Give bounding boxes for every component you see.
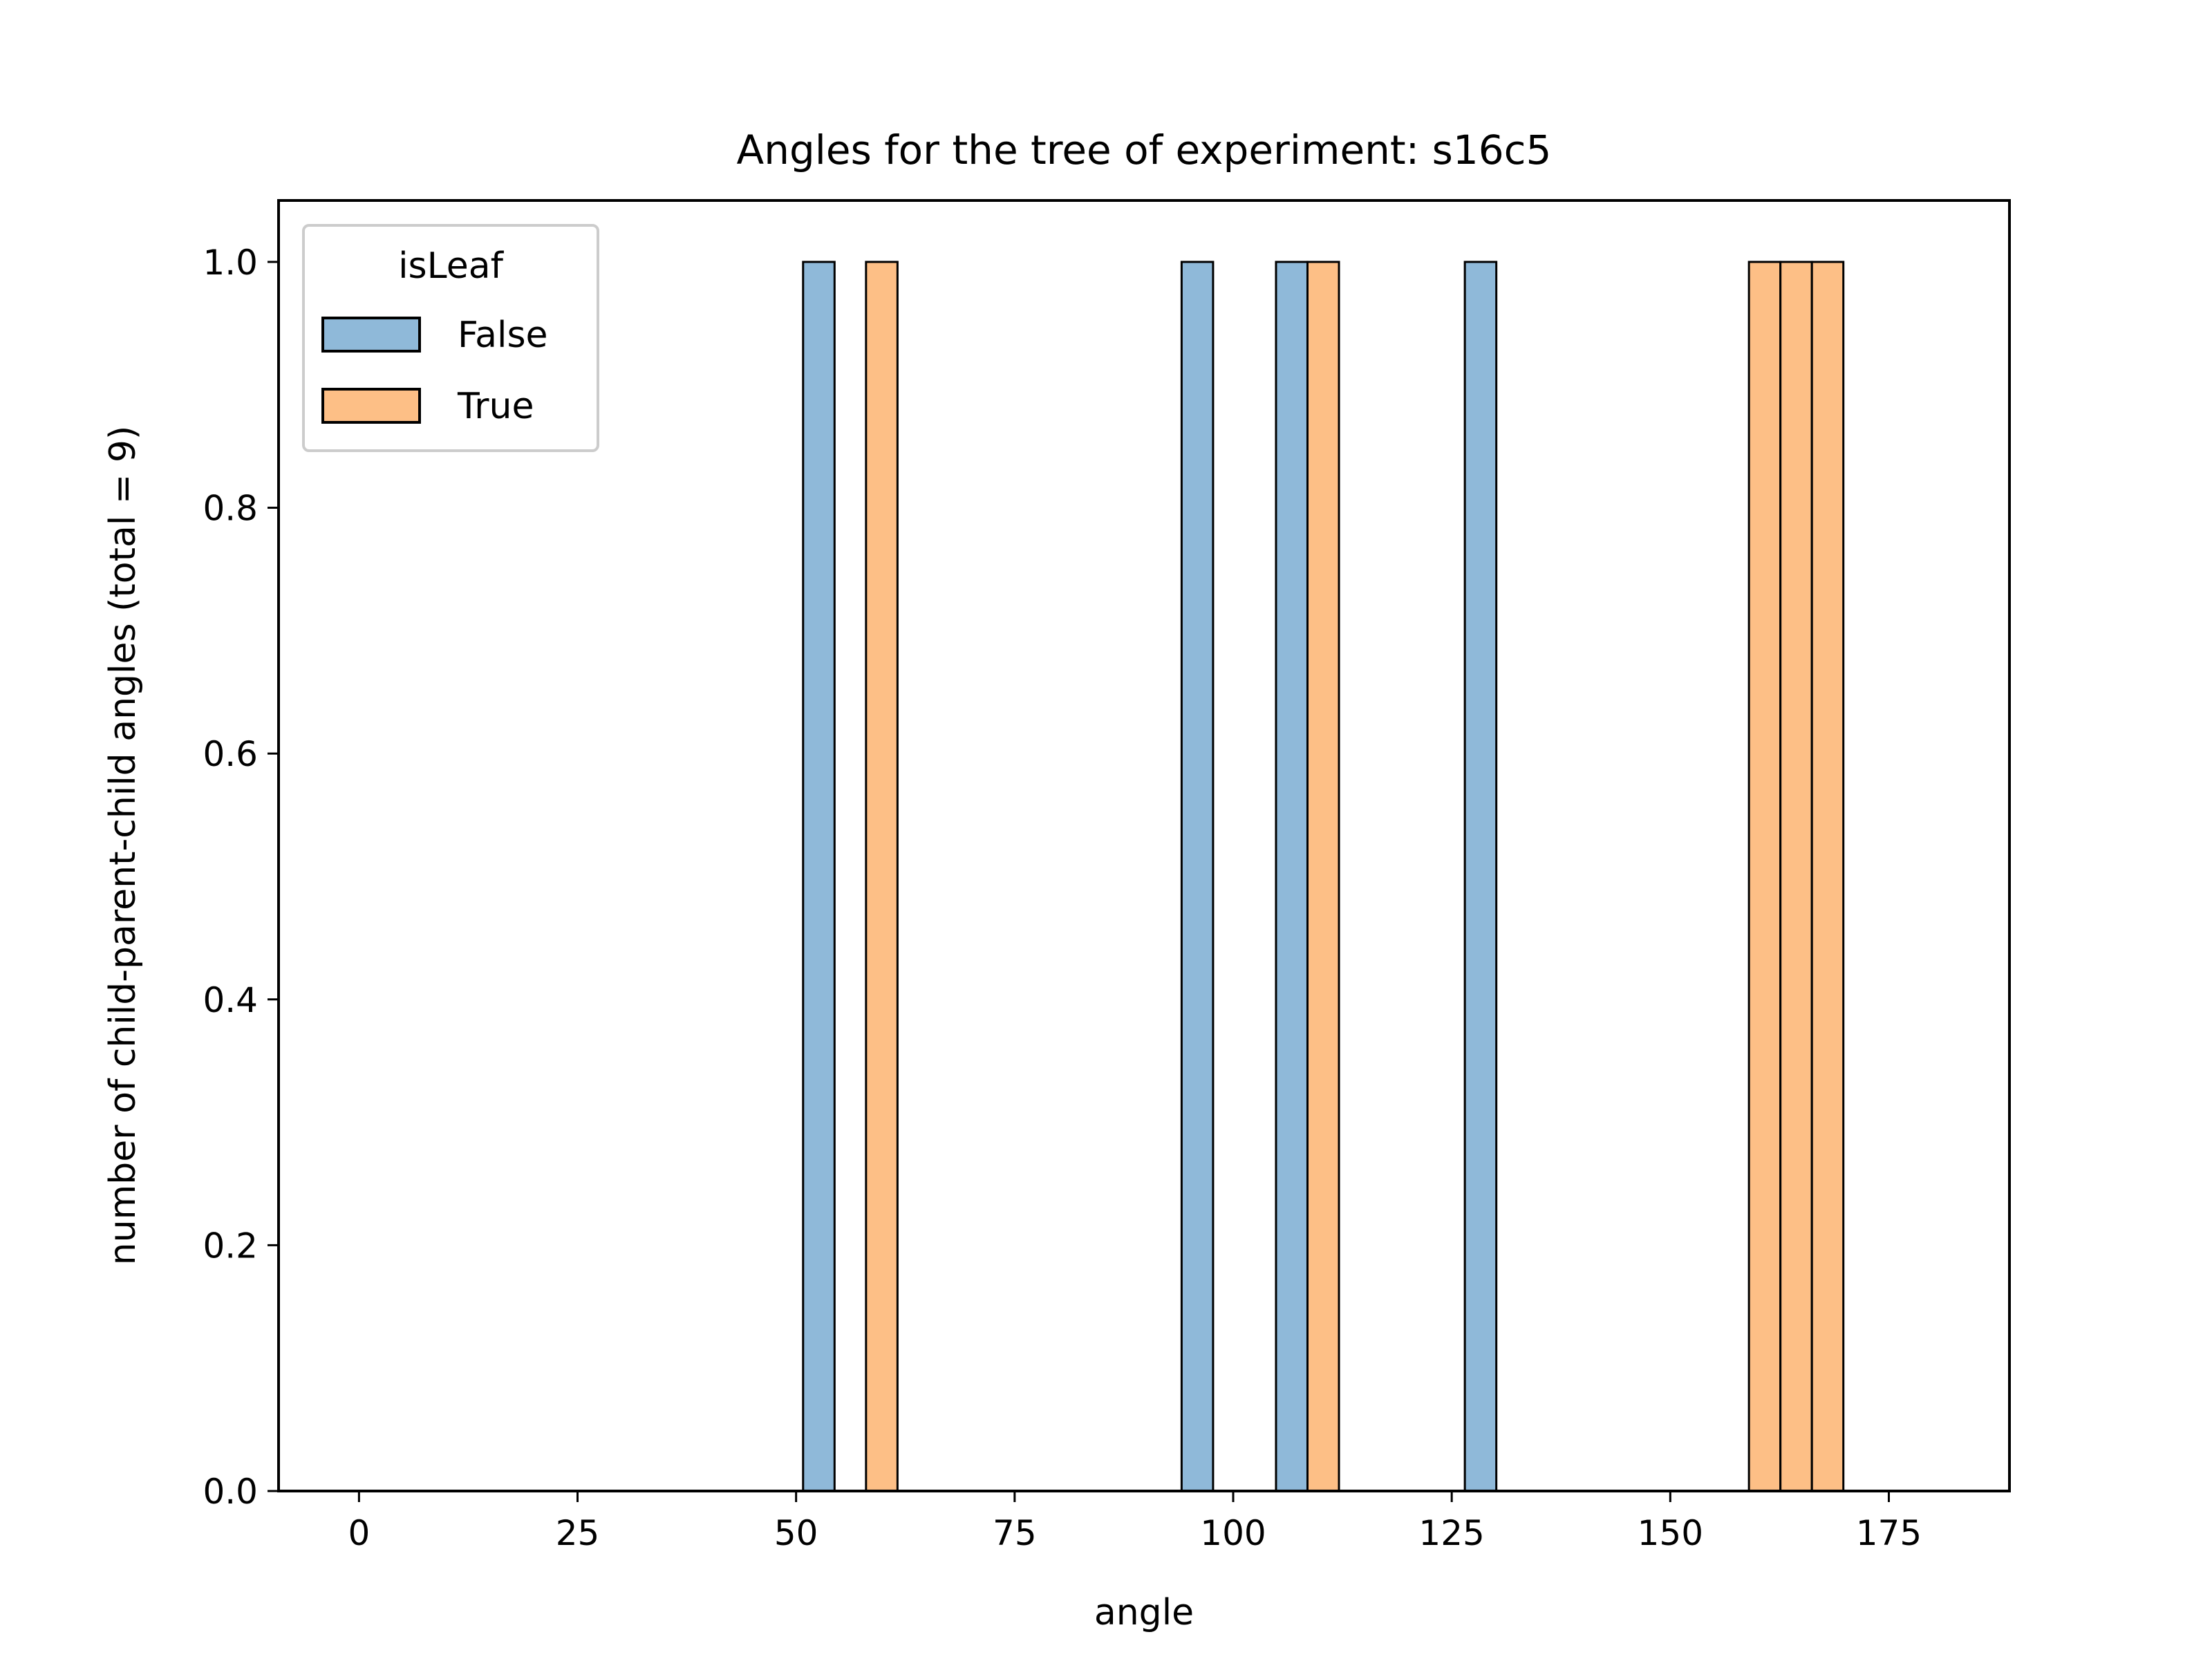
- legend-title: isLeaf: [398, 245, 504, 287]
- bar-false-2: [1275, 261, 1309, 1492]
- y-tick-label: 0.0: [203, 1472, 258, 1512]
- x-tick-label: 25: [556, 1513, 600, 1553]
- x-axis-label: angle: [1094, 1592, 1194, 1633]
- y-axis-label: number of child-parent-child angles (tot…: [102, 426, 144, 1266]
- chart-title: Angles for the tree of experiment: s16c5: [737, 126, 1552, 174]
- bar-true-4: [1810, 261, 1845, 1492]
- x-tick-label: 0: [348, 1513, 370, 1553]
- x-tick-label: 175: [1856, 1513, 1922, 1553]
- x-tick-label: 50: [774, 1513, 818, 1553]
- y-tick-label: 0.4: [203, 980, 258, 1020]
- bar-false-3: [1463, 261, 1498, 1492]
- y-tick-label: 0.2: [203, 1226, 258, 1266]
- bar-false-0: [802, 261, 836, 1492]
- x-tick-label: 125: [1418, 1513, 1484, 1553]
- y-axis-ticks: 0.0 0.2 0.4 0.6 0.8 1.0: [203, 243, 279, 1512]
- bar-true-3: [1779, 261, 1813, 1492]
- x-tick-label: 75: [993, 1513, 1037, 1553]
- legend-label-false: False: [458, 315, 548, 356]
- x-tick-label: 100: [1200, 1513, 1266, 1553]
- legend-swatch-true: [321, 388, 421, 424]
- y-tick-label: 0.8: [203, 489, 258, 529]
- y-tick-label: 1.0: [203, 243, 258, 283]
- legend-swatch-false: [321, 317, 421, 353]
- legend: isLeaf False True: [302, 224, 599, 452]
- bar-true-0: [865, 261, 899, 1492]
- bar-false-1: [1180, 261, 1215, 1492]
- bar-true-2: [1747, 261, 1782, 1492]
- x-axis-ticks: 0 25 50 75 100 125 150 175: [348, 1491, 1922, 1553]
- x-tick-label: 150: [1638, 1513, 1703, 1553]
- bar-true-1: [1306, 261, 1340, 1492]
- plot-frame: [277, 199, 2011, 1492]
- bars-layer: [802, 261, 1845, 1492]
- legend-label-true: True: [457, 386, 534, 427]
- y-tick-label: 0.6: [203, 734, 258, 774]
